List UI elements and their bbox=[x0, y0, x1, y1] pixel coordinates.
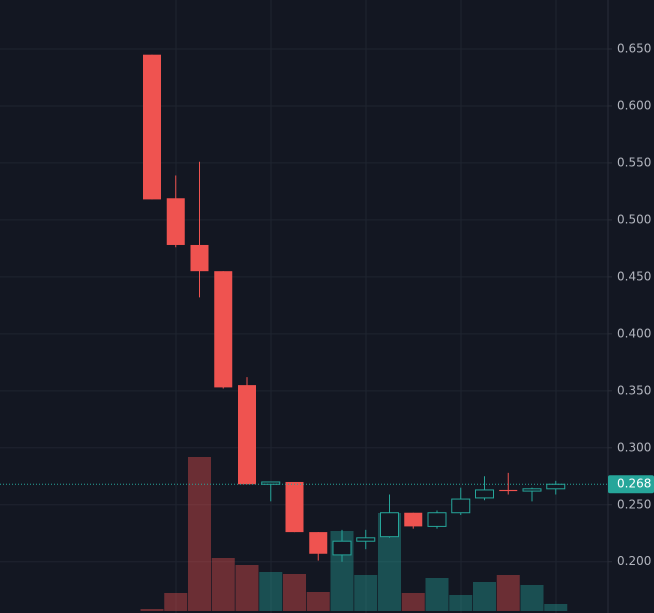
volume-bar bbox=[306, 592, 330, 611]
y-tick-label: 0.350 bbox=[617, 383, 651, 397]
volume-bar bbox=[140, 609, 164, 611]
candle-body bbox=[143, 54, 161, 200]
candle-body bbox=[356, 537, 376, 542]
candle-body bbox=[190, 244, 209, 272]
volume-bar bbox=[544, 604, 568, 611]
volume-bar bbox=[188, 457, 211, 611]
candle-body bbox=[499, 489, 518, 492]
last-price-box bbox=[608, 475, 654, 494]
volume-bar bbox=[164, 593, 188, 611]
last-price-label: 0.268 bbox=[617, 477, 651, 491]
candle-body bbox=[309, 532, 328, 554]
candle-body bbox=[214, 271, 233, 388]
y-tick-label: 0.450 bbox=[617, 269, 651, 283]
y-tick-label: 0.500 bbox=[617, 212, 651, 226]
y-tick-label: 0.600 bbox=[617, 98, 651, 112]
volume-bar bbox=[473, 582, 496, 611]
y-tick-label: 0.550 bbox=[617, 155, 651, 169]
volume-bar bbox=[449, 595, 473, 611]
candle-body bbox=[475, 489, 494, 499]
volume-bar bbox=[520, 585, 544, 611]
volume-bar bbox=[259, 572, 283, 611]
y-tick-label: 0.400 bbox=[617, 326, 651, 340]
grid bbox=[175, 0, 557, 613]
volume-bar bbox=[378, 513, 401, 611]
volume-bar bbox=[354, 575, 378, 611]
volume-bar bbox=[235, 565, 259, 611]
volume-bar bbox=[211, 558, 235, 611]
y-tick-label: 0.200 bbox=[617, 554, 651, 568]
candle-body bbox=[238, 385, 256, 485]
volume-bar bbox=[496, 575, 520, 611]
volume-bar bbox=[283, 574, 306, 611]
volume-bar bbox=[401, 593, 425, 611]
candle-body bbox=[285, 481, 304, 533]
candle-body bbox=[522, 488, 542, 492]
candle-body bbox=[404, 512, 423, 527]
candle-body bbox=[380, 512, 399, 538]
candle-body bbox=[166, 198, 185, 245]
candle-body bbox=[332, 540, 352, 556]
y-tick-label: 0.250 bbox=[617, 497, 651, 511]
candle-body bbox=[546, 483, 566, 490]
y-tick-label: 0.300 bbox=[617, 440, 651, 454]
candle-body bbox=[427, 512, 447, 527]
volume-bar bbox=[425, 578, 449, 611]
candle-body bbox=[451, 498, 471, 514]
y-tick-label: 0.650 bbox=[617, 41, 651, 55]
